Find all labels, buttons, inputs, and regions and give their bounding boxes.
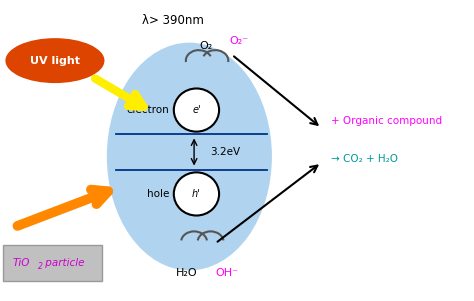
Text: electron: electron xyxy=(127,105,169,115)
Text: → CO₂ + H₂O: → CO₂ + H₂O xyxy=(331,154,398,164)
Ellipse shape xyxy=(107,43,272,270)
Text: OH⁻: OH⁻ xyxy=(216,268,238,278)
Text: particle: particle xyxy=(42,258,85,268)
Text: TiO: TiO xyxy=(12,258,30,268)
Text: hole: hole xyxy=(147,189,169,199)
Text: + Organic compound: + Organic compound xyxy=(331,116,442,126)
Text: h': h' xyxy=(192,189,201,199)
Ellipse shape xyxy=(174,88,219,132)
Text: O₂⁻: O₂⁻ xyxy=(229,36,248,46)
Text: O₂: O₂ xyxy=(199,41,212,51)
Text: e': e' xyxy=(192,105,201,115)
Text: UV light: UV light xyxy=(30,56,80,66)
FancyBboxPatch shape xyxy=(3,245,102,281)
Ellipse shape xyxy=(5,38,104,83)
Text: H₂O: H₂O xyxy=(176,268,198,278)
Text: λ> 390nm: λ> 390nm xyxy=(142,14,204,27)
Text: 3.2eV: 3.2eV xyxy=(210,147,241,157)
Text: 2: 2 xyxy=(37,262,42,271)
Ellipse shape xyxy=(174,172,219,216)
